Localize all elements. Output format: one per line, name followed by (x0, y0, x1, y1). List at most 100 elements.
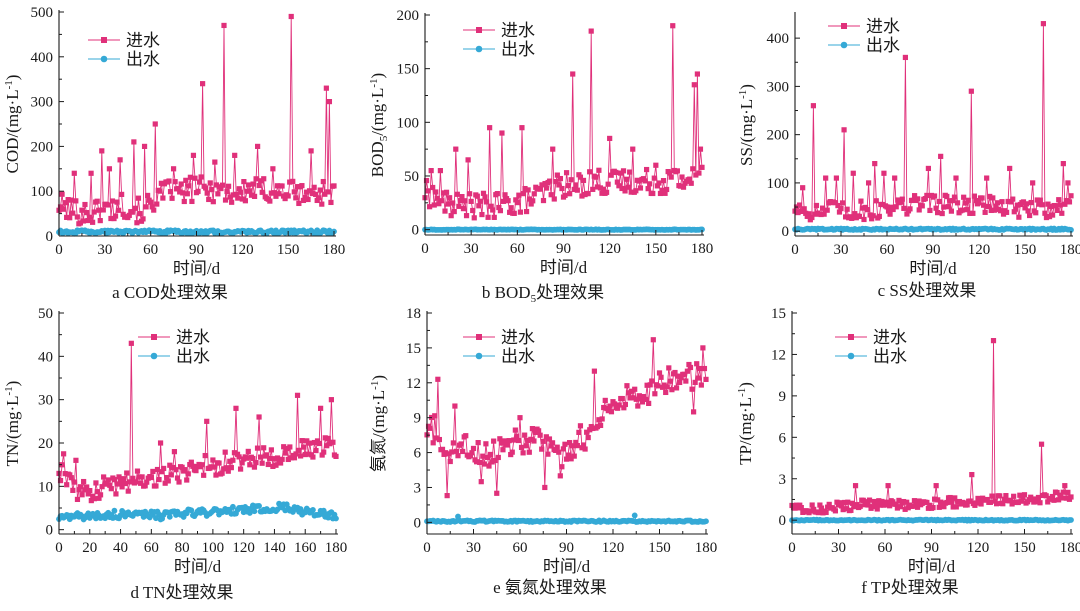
y-axis-label: COD/(mg·L-1) (3, 75, 22, 174)
y-axis-label-part: 氨氮/(mg·L (369, 390, 388, 472)
inflow-point (835, 202, 841, 209)
x-tick-label: 90 (189, 242, 204, 258)
inflow-point (101, 474, 107, 480)
inflow-point (904, 211, 910, 217)
inflow-point (585, 434, 591, 441)
x-tick-label: 150 (645, 241, 668, 257)
inflow-point (694, 71, 700, 77)
inflow-point (636, 393, 642, 399)
inflow-point (857, 503, 863, 509)
inflow-point (201, 472, 207, 478)
inflow-point (601, 404, 607, 411)
inflow-point (1007, 497, 1014, 503)
inflow-point (588, 28, 594, 34)
inflow-point (962, 200, 968, 206)
inflow-point (883, 499, 890, 505)
inflow-point (945, 204, 951, 210)
inflow-point (494, 191, 500, 197)
inflow-point (899, 196, 905, 202)
inflow-point (862, 502, 868, 508)
inflow-point (700, 345, 706, 351)
inflow-point (124, 470, 130, 476)
inflow-point (1004, 209, 1010, 215)
inflow-point (547, 178, 553, 184)
inflow-point (523, 443, 529, 449)
inflow-point (806, 211, 812, 217)
series-inflow (56, 340, 339, 504)
inflow-point (156, 476, 162, 483)
legend-inflow-marker (101, 37, 107, 43)
inflow-point (486, 463, 492, 469)
y-axis-label-part: ) (3, 75, 22, 81)
inflow-point (77, 220, 83, 226)
inflow-point (642, 178, 648, 184)
inflow-point (279, 456, 285, 462)
inflow-point (169, 195, 175, 201)
inflow-point (1031, 499, 1037, 505)
x-tick-label: 180 (691, 241, 714, 257)
inflow-point (1066, 199, 1073, 205)
inflow-point (121, 476, 127, 482)
inflow-point (874, 506, 880, 512)
inflow-point (88, 170, 94, 176)
inflow-point (483, 441, 489, 447)
inflow-point (582, 446, 588, 452)
inflow-point (82, 487, 88, 493)
inflow-point (509, 449, 515, 455)
inflow-point (520, 450, 526, 456)
inflow-point (463, 433, 469, 439)
inflow-point (321, 449, 327, 455)
inflow-point (170, 166, 177, 172)
inflow-point (1007, 165, 1013, 172)
inflow-point (200, 81, 206, 87)
inflow-point (680, 184, 687, 190)
inflow-point (968, 88, 974, 94)
inflow-point (600, 186, 607, 192)
inflow-point (117, 157, 123, 163)
legend-inflow-marker (151, 334, 157, 340)
inflow-point (1063, 198, 1069, 204)
y-axis-label-part: -1 (3, 386, 15, 395)
inflow-point (207, 180, 213, 186)
inflow-point (1050, 212, 1056, 218)
inflow-point (577, 423, 584, 429)
inflow-point (911, 498, 918, 504)
inflow-point (257, 454, 264, 460)
inflow-point (317, 187, 323, 193)
inflow-point (593, 174, 599, 180)
inflow-point (697, 146, 704, 152)
inflow-point (527, 196, 533, 202)
inflow-point (274, 183, 281, 189)
inflow-point (673, 385, 680, 391)
inflow-point (1060, 161, 1066, 167)
inflow-point (255, 143, 261, 149)
inflow-point (653, 162, 659, 168)
inflow-point (893, 204, 899, 210)
y-tick-label: 500 (31, 5, 54, 21)
inflow-point (218, 185, 224, 192)
inflow-point (454, 191, 460, 197)
x-tick-label: 90 (556, 241, 571, 257)
inflow-point (1062, 201, 1068, 207)
inflow-point (117, 479, 124, 485)
inflow-point (310, 454, 316, 460)
inflow-point (664, 186, 670, 193)
inflow-point (677, 183, 684, 189)
inflow-point (897, 504, 904, 510)
inflow-point (327, 441, 333, 447)
inflow-point (576, 429, 582, 435)
legend-outflow-label: 出水 (501, 40, 535, 59)
inflow-point (268, 447, 274, 453)
inflow-point (231, 450, 238, 456)
inflow-point (328, 397, 334, 403)
inflow-point (1001, 496, 1007, 502)
inflow-point (436, 436, 442, 443)
inflow-point (82, 201, 88, 208)
inflow-point (512, 427, 518, 433)
inflow-point (325, 435, 331, 441)
inflow-point (985, 203, 991, 210)
inflow-point (826, 501, 832, 507)
inflow-point (282, 450, 288, 456)
inflow-point (553, 178, 559, 185)
